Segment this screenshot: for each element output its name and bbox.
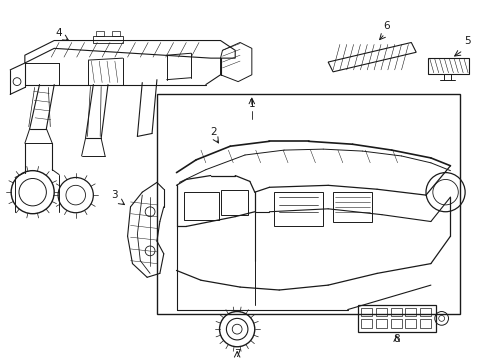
Text: 2: 2 <box>210 126 217 136</box>
Text: 8: 8 <box>392 334 399 344</box>
Bar <box>220 190 247 215</box>
Bar <box>93 36 122 44</box>
Text: 6: 6 <box>383 21 389 31</box>
Bar <box>361 308 371 316</box>
Bar <box>427 58 468 74</box>
Text: 5: 5 <box>463 36 469 45</box>
Bar <box>390 319 401 328</box>
Bar <box>157 94 459 315</box>
Bar <box>274 192 323 226</box>
Bar <box>405 308 415 316</box>
Bar <box>184 192 218 220</box>
Bar <box>96 31 104 36</box>
Bar <box>405 319 415 328</box>
Text: 7: 7 <box>233 348 240 359</box>
Bar <box>357 305 435 332</box>
Bar <box>375 319 386 328</box>
Text: 1: 1 <box>248 99 255 109</box>
Text: 4: 4 <box>56 28 62 38</box>
Bar <box>332 192 371 221</box>
Bar <box>390 308 401 316</box>
Bar <box>112 31 120 36</box>
Bar <box>419 308 430 316</box>
Bar <box>419 319 430 328</box>
Text: 3: 3 <box>111 190 118 200</box>
Bar <box>375 308 386 316</box>
Bar <box>361 319 371 328</box>
